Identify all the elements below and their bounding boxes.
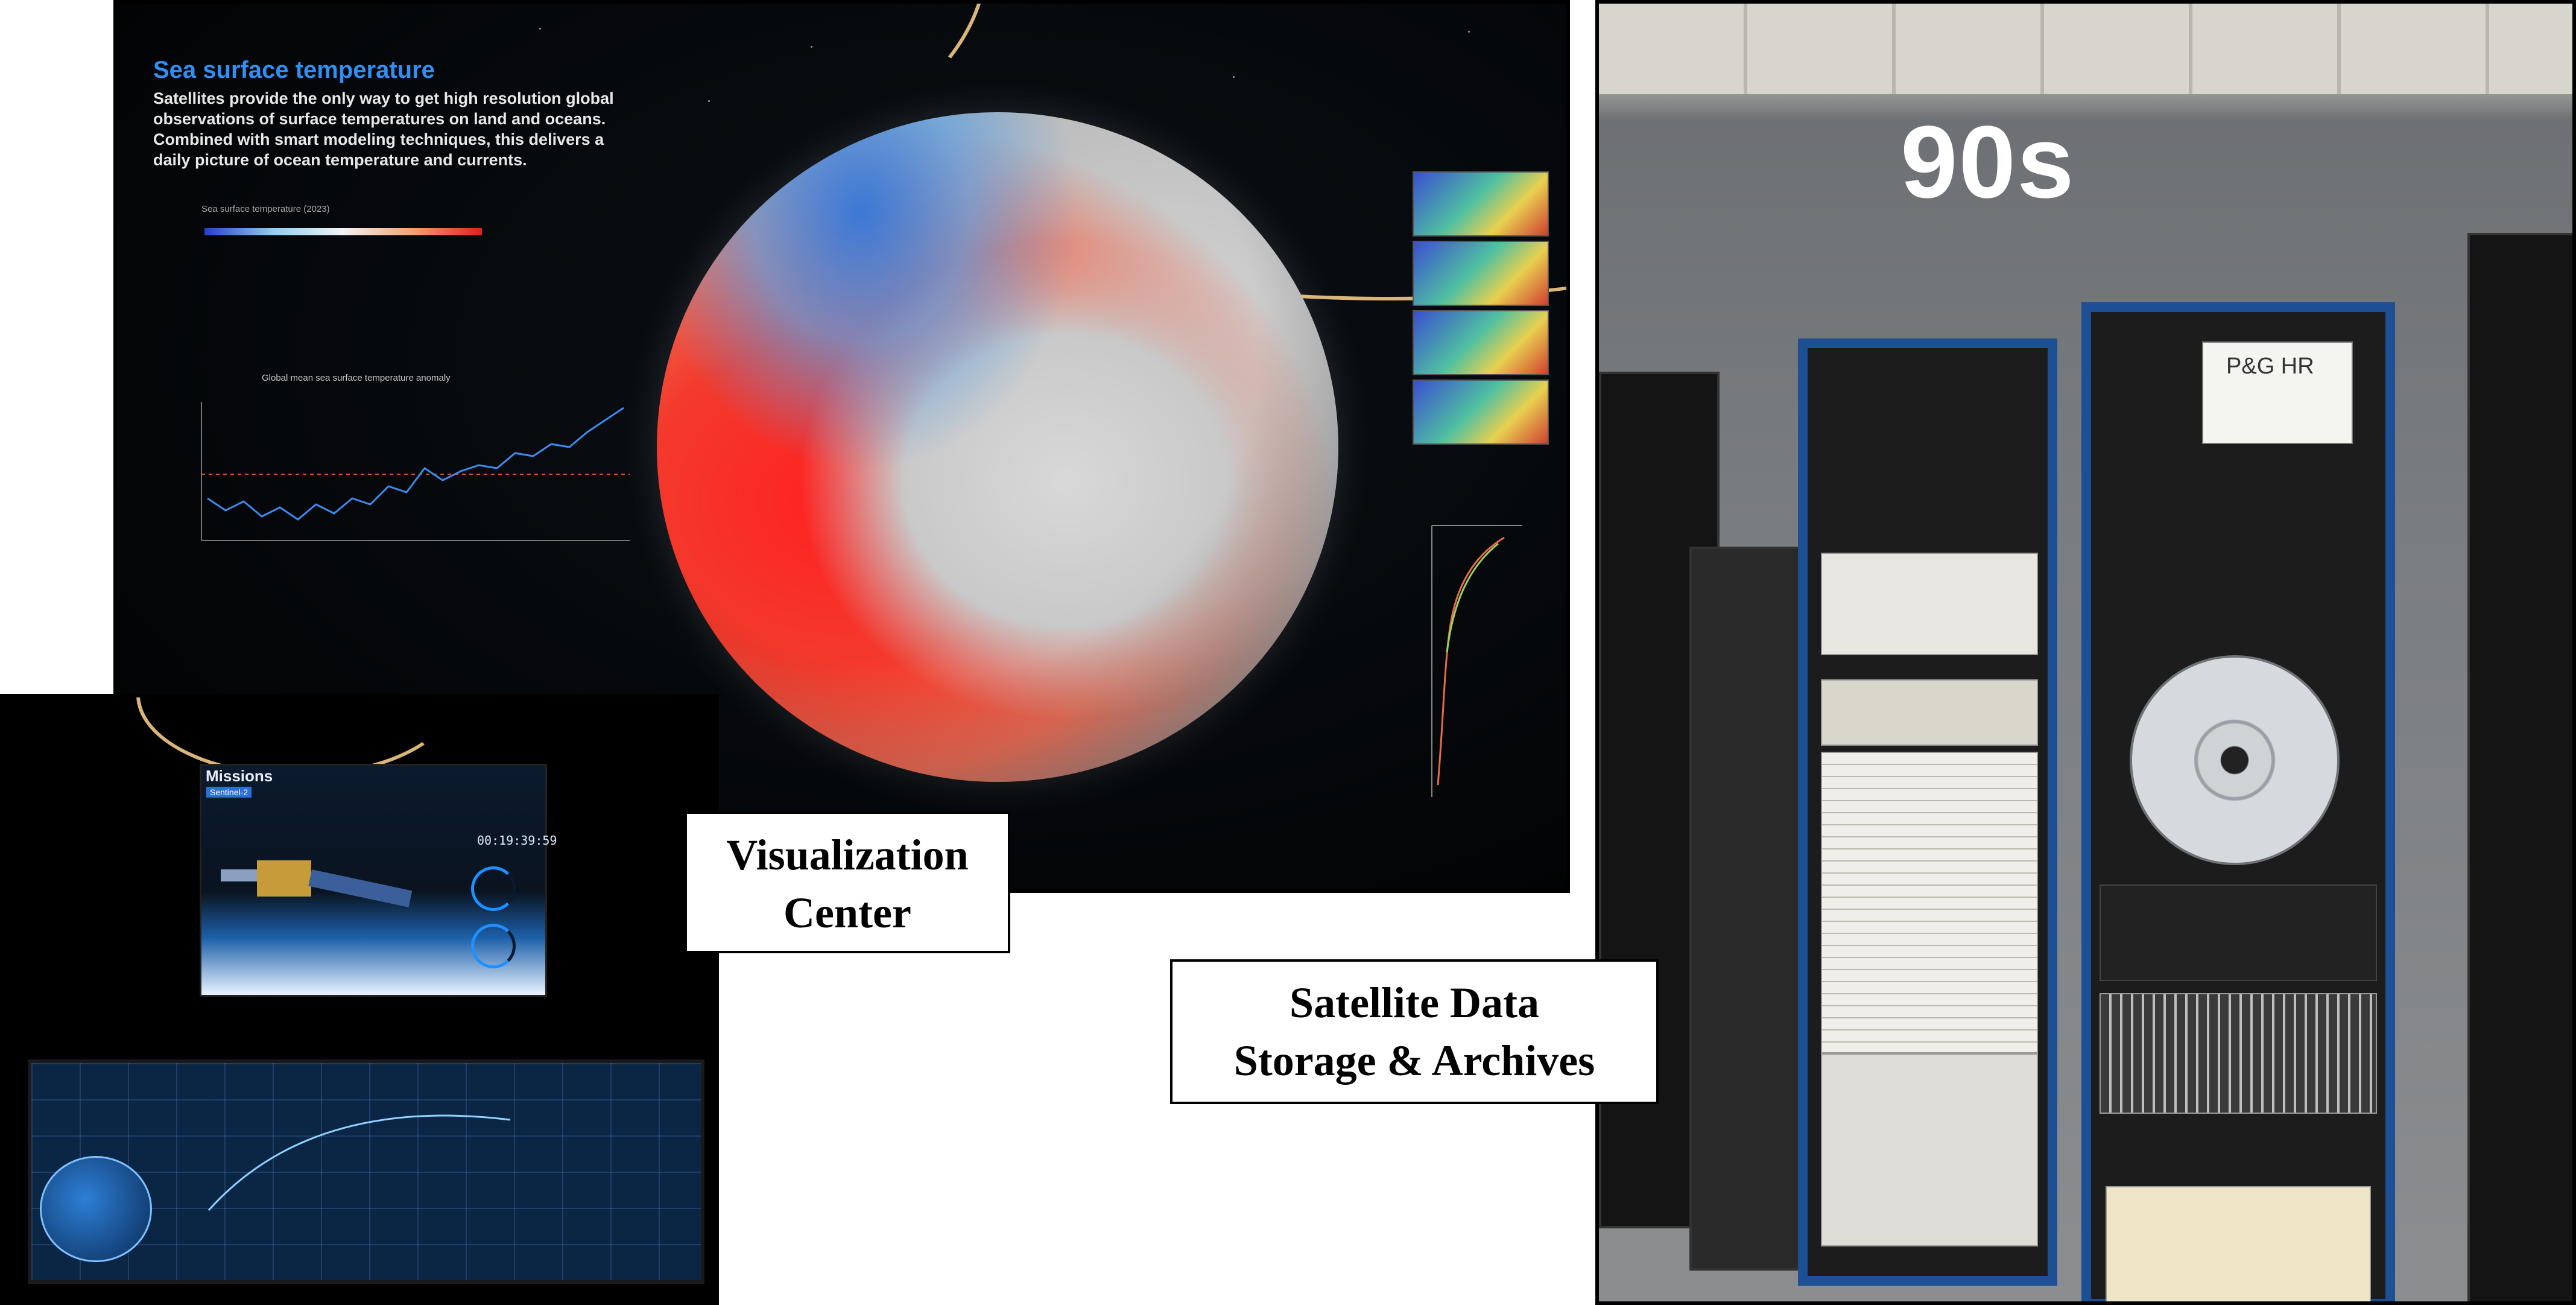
- archive-photo: 90s P&G HR: [1595, 0, 2576, 1305]
- base-panel: [2106, 1186, 2371, 1301]
- interactive-table-display: [28, 1059, 704, 1284]
- caption-line: Satellite Data: [1290, 979, 1539, 1027]
- visualization-caption: Visualization Center: [685, 811, 1010, 953]
- caption-line: Center: [783, 889, 911, 937]
- mission-clock: 00:19:39:59: [477, 833, 557, 848]
- map-thumbnail: [1413, 241, 1549, 306]
- formatter-panel: [1821, 752, 2038, 1053]
- star: [1468, 31, 1470, 33]
- rack-label-text: P&G HR: [2226, 354, 2314, 379]
- anomaly-line-chart: [201, 402, 630, 541]
- progress-ring: [471, 924, 516, 968]
- map-thumbnail: [1413, 171, 1549, 237]
- right-cabinet: [2467, 233, 2572, 1301]
- table-globe-graphic: [40, 1156, 152, 1262]
- progress-ring: [471, 866, 516, 911]
- equipment-panel: [1821, 679, 2038, 746]
- colorbar-label: Sea surface temperature (2023): [201, 204, 330, 214]
- era-sign: 90s: [1900, 105, 2075, 220]
- missions-control-photo: Missions Sentinel-2 00:19:39:59: [0, 694, 719, 1305]
- temperature-colorbar: [204, 228, 482, 235]
- mission-tag: Sentinel-2: [206, 787, 252, 798]
- ceiling-tiles: [1599, 4, 2572, 94]
- star: [811, 46, 812, 48]
- equipment-panel: [1821, 1053, 2038, 1246]
- anomaly-chart-label: Global mean sea surface temperature anom…: [262, 373, 451, 383]
- star: [539, 28, 541, 30]
- panel-description: Satellites provide the only way to get h…: [153, 89, 614, 169]
- archive-caption: Satellite Data Storage & Archives: [1170, 959, 1659, 1104]
- earth-globe-display: [657, 112, 1338, 782]
- panel-title: Sea surface temperature: [153, 57, 435, 83]
- map-thumbnail: [1413, 310, 1549, 375]
- orbit-path: [207, 1114, 511, 1211]
- caption-line: Storage & Archives: [1233, 1037, 1595, 1085]
- card-cage: [2100, 993, 2377, 1114]
- depth-profile-chart: [1431, 525, 1522, 797]
- equipment-panel: [1821, 553, 2038, 655]
- map-thumbnail: [1413, 379, 1549, 445]
- star: [708, 100, 710, 102]
- control-panel: [2100, 884, 2377, 981]
- rack-label-card: [2202, 341, 2353, 444]
- tape-reel: [2130, 655, 2340, 865]
- satellite-image: [221, 860, 413, 907]
- caption-line: Visualization: [726, 831, 969, 879]
- missions-title: Missions: [206, 767, 273, 785]
- star: [1233, 76, 1235, 78]
